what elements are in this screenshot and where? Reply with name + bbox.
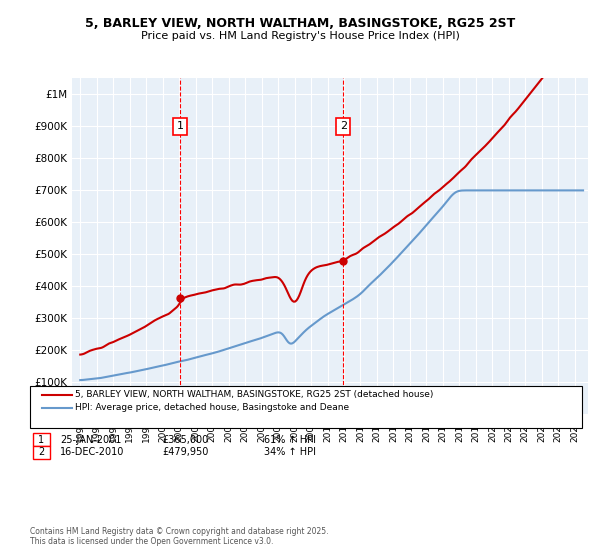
Text: Price paid vs. HM Land Registry's House Price Index (HPI): Price paid vs. HM Land Registry's House … [140,31,460,41]
Text: 34% ↑ HPI: 34% ↑ HPI [264,447,316,458]
Text: HPI: Average price, detached house, Basingstoke and Deane: HPI: Average price, detached house, Basi… [75,403,349,412]
Text: 2: 2 [340,122,347,132]
Text: 1: 1 [177,122,184,132]
Text: 5, BARLEY VIEW, NORTH WALTHAM, BASINGSTOKE, RG25 2ST: 5, BARLEY VIEW, NORTH WALTHAM, BASINGSTO… [85,17,515,30]
Text: 25-JAN-2001: 25-JAN-2001 [60,435,121,445]
Text: 5, BARLEY VIEW, NORTH WALTHAM, BASINGSTOKE, RG25 2ST (detached house): 5, BARLEY VIEW, NORTH WALTHAM, BASINGSTO… [75,390,433,399]
Text: Contains HM Land Registry data © Crown copyright and database right 2025.
This d: Contains HM Land Registry data © Crown c… [30,526,329,546]
Text: 2: 2 [38,447,44,458]
Text: £479,950: £479,950 [162,447,208,458]
Text: 61% ↑ HPI: 61% ↑ HPI [264,435,316,445]
Text: 1: 1 [38,435,44,445]
Text: 16-DEC-2010: 16-DEC-2010 [60,447,124,458]
Text: £365,000: £365,000 [162,435,208,445]
